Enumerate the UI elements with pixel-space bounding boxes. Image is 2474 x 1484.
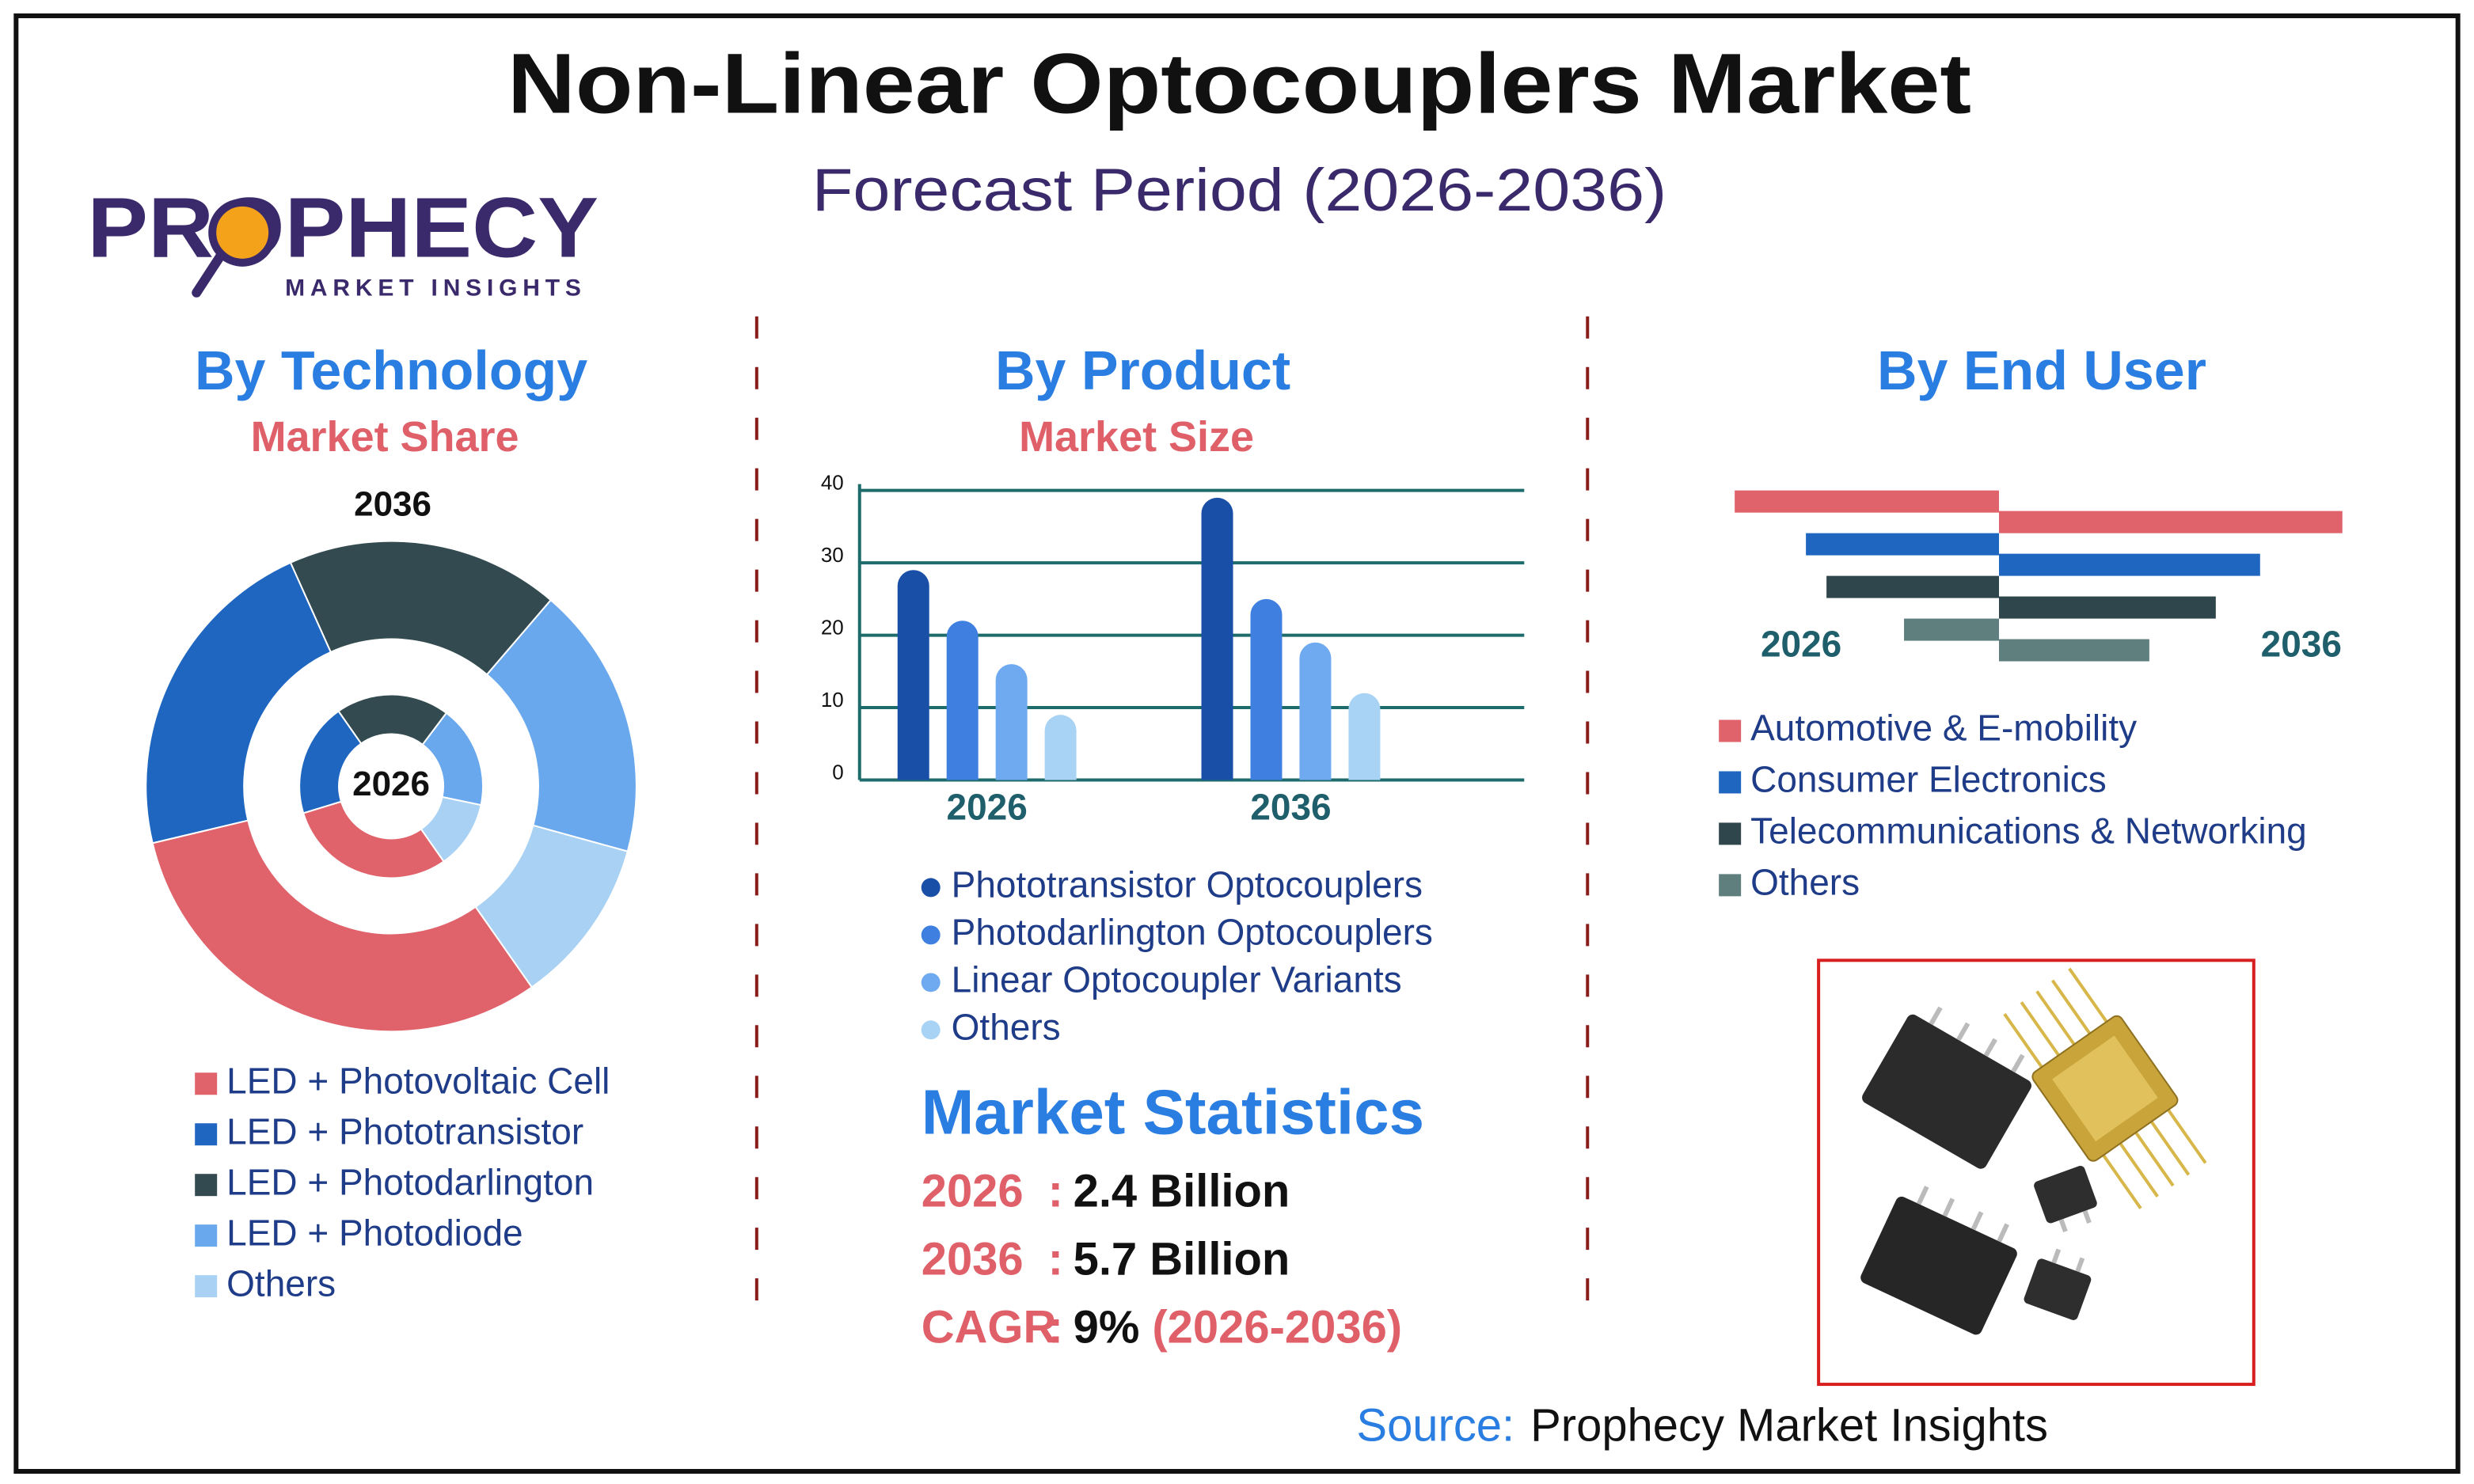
panel-subtitle: Market Share xyxy=(251,413,519,461)
bar-left xyxy=(1904,618,1999,641)
legend-label: Others xyxy=(952,1006,1061,1047)
legend-label: LED + Photovoltaic Cell xyxy=(226,1060,610,1101)
bar xyxy=(946,621,979,780)
stat-label: 2026 xyxy=(922,1167,1024,1217)
logo-tagline: MARKET INSIGHTS xyxy=(285,275,581,302)
bar-right xyxy=(1998,510,2343,533)
bar xyxy=(1044,715,1077,780)
ring-label: 2036 xyxy=(354,484,431,523)
stat-note: (2026-2036) xyxy=(1152,1302,1402,1353)
source-label: Source: xyxy=(1356,1400,1514,1451)
title: Non-Linear Optocouplers Market xyxy=(507,35,1971,131)
legend-swatch xyxy=(195,1072,218,1095)
side-label: 2036 xyxy=(2261,624,2342,665)
donut-segment xyxy=(485,598,637,852)
stat-value: 9% xyxy=(1074,1302,1140,1353)
legend-label: Phototransistor Optocouplers xyxy=(952,864,1423,905)
panel-subtitle: Market Size xyxy=(1019,413,1254,461)
bar xyxy=(1250,598,1283,780)
legend-swatch xyxy=(1719,771,1742,794)
legend-label: Linear Optocoupler Variants xyxy=(952,958,1402,1000)
side-label: 2026 xyxy=(1761,624,1841,665)
bar-left xyxy=(1735,490,1999,513)
logo-lens xyxy=(208,198,277,267)
x-tick-label: 2036 xyxy=(1250,787,1331,828)
legend-label: Automotive & E-mobility xyxy=(1750,708,2137,749)
source-text: Prophecy Market Insights xyxy=(1530,1400,2048,1451)
legend-swatch xyxy=(1719,719,1742,742)
bar xyxy=(1299,642,1332,780)
legend-swatch xyxy=(195,1275,218,1298)
legend-label: Consumer Electronics xyxy=(1750,759,2107,800)
bar-right xyxy=(1998,553,2260,576)
bar-right xyxy=(1998,596,2216,619)
stat-label: 2036 xyxy=(922,1234,1024,1285)
bar xyxy=(1348,693,1381,780)
donut-segment xyxy=(145,561,333,844)
stat-separator: : xyxy=(1048,1234,1063,1285)
legend-label: Photodarlington Optocouplers xyxy=(952,912,1433,953)
legend-swatch xyxy=(921,925,941,945)
bar-right xyxy=(1998,639,2149,662)
y-tick-label: 10 xyxy=(821,688,844,712)
stat-label: CAGR xyxy=(922,1302,1057,1353)
panel-title: By End User xyxy=(1877,340,2206,401)
legend-label: LED + Phototransistor xyxy=(226,1110,583,1152)
legend-swatch xyxy=(1719,874,1742,897)
legend-label: LED + Photodarlington xyxy=(226,1161,594,1202)
bar xyxy=(1201,497,1233,780)
panel-title: By Product xyxy=(995,340,1290,401)
legend-swatch xyxy=(195,1123,218,1146)
y-tick-label: 0 xyxy=(832,760,843,784)
legend-label: Telecommunications & Networking xyxy=(1750,810,2307,852)
legend-swatch xyxy=(921,878,941,898)
product-photo xyxy=(1817,958,2255,1387)
legend-label: Others xyxy=(226,1262,336,1304)
logo-name: PROPHECY xyxy=(87,179,599,275)
x-tick-label: 2026 xyxy=(947,787,1028,828)
legend-swatch xyxy=(195,1224,218,1247)
legend-swatch xyxy=(921,973,941,992)
panel-title: By Technology xyxy=(195,340,587,401)
legend-swatch xyxy=(921,1020,941,1040)
y-tick-label: 20 xyxy=(821,615,844,639)
legend-label: Others xyxy=(1750,862,1860,903)
bar-left xyxy=(1826,575,1999,598)
ring-label: 2026 xyxy=(352,765,430,803)
donut-segment xyxy=(474,824,629,989)
subtitle: Forecast Period (2026-2036) xyxy=(812,157,1666,224)
bar xyxy=(995,664,1028,780)
y-tick-label: 40 xyxy=(821,471,844,495)
stats-title: Market Statistics xyxy=(922,1076,1424,1147)
donut-segment xyxy=(420,795,482,863)
donut-segment xyxy=(302,800,445,879)
stat-separator: : xyxy=(1048,1302,1063,1353)
logo-handle xyxy=(192,251,226,298)
legend-swatch xyxy=(195,1174,218,1197)
y-tick-label: 30 xyxy=(821,543,844,567)
stat-value: 5.7 Billion xyxy=(1074,1234,1290,1285)
bar-left xyxy=(1806,533,1999,556)
stat-separator: : xyxy=(1048,1167,1063,1217)
bar xyxy=(897,570,929,780)
legend-label: LED + Photodiode xyxy=(226,1212,523,1253)
donut-segment xyxy=(151,819,534,1033)
stat-value: 2.4 Billion xyxy=(1074,1167,1290,1217)
legend-swatch xyxy=(1719,822,1742,845)
donut-segment xyxy=(289,540,553,676)
